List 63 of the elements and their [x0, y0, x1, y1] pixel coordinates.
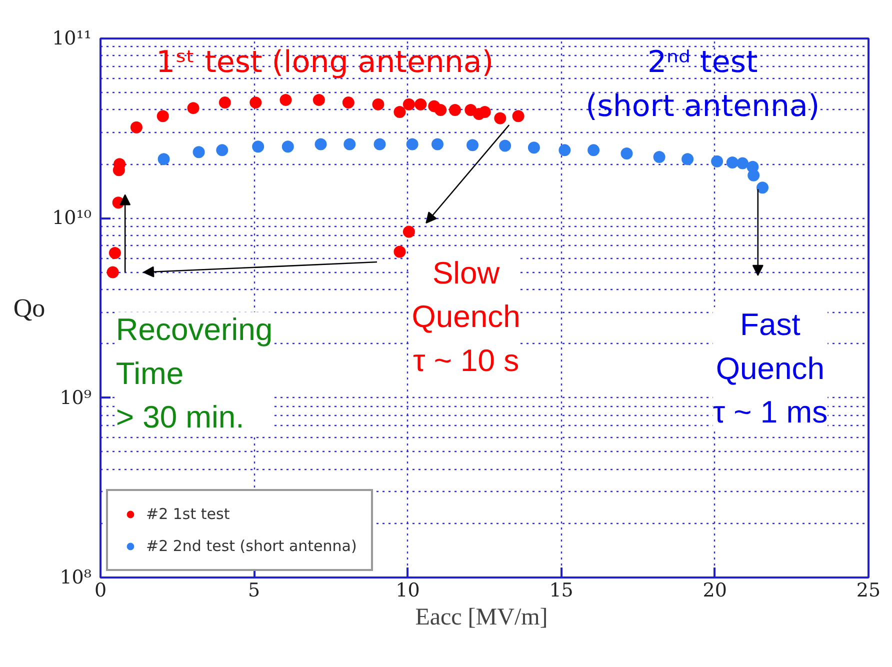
- point: [250, 96, 262, 109]
- point: [653, 151, 666, 163]
- y-tick-label: 10⁹: [60, 386, 92, 409]
- annotation: Recovering Time > 30 min.: [116, 312, 273, 435]
- point: [106, 266, 119, 278]
- point: [344, 138, 356, 150]
- point: [756, 182, 769, 194]
- annotation: 1ˢᵗ test (long antenna): [156, 45, 494, 80]
- y-tick-label: 10¹¹: [52, 28, 92, 50]
- point: [402, 98, 415, 110]
- point: [682, 153, 694, 166]
- annotation: Slow Quench τ ~ 10 s: [412, 255, 520, 378]
- point: [192, 146, 205, 158]
- point: [130, 121, 142, 134]
- point: [402, 226, 415, 238]
- point: [252, 140, 264, 153]
- point: [108, 247, 121, 259]
- point: [588, 144, 600, 156]
- point: [711, 155, 724, 168]
- point: [218, 96, 231, 109]
- point: [414, 98, 427, 110]
- point: [374, 138, 386, 150]
- point: [726, 156, 738, 169]
- point: [280, 94, 292, 106]
- legend-label: #2 1st test: [146, 505, 230, 523]
- point: [432, 138, 444, 150]
- point: [558, 144, 571, 156]
- legend-label: #2 2nd test (short antenna): [146, 537, 357, 555]
- point: [620, 148, 633, 160]
- point: [342, 96, 354, 109]
- point: [494, 112, 506, 124]
- y-tick-label: 10⁸: [60, 566, 92, 588]
- point: [434, 104, 447, 116]
- y-axis-title: Qo: [13, 294, 46, 322]
- point: [187, 102, 200, 114]
- x-tick-label: 15: [549, 580, 574, 602]
- point: [478, 106, 491, 118]
- point: [282, 140, 294, 153]
- point: [312, 94, 325, 106]
- point: [406, 138, 418, 150]
- point: [748, 169, 760, 182]
- point: [499, 140, 512, 152]
- annotation: Fast Quench τ ~ 1 ms: [712, 307, 828, 430]
- y-tick-label: 10¹⁰: [52, 207, 92, 230]
- point: [394, 106, 406, 118]
- point: [736, 157, 749, 170]
- x-tick-label: 10: [396, 580, 420, 602]
- point: [466, 139, 479, 152]
- x-tick-label: 0: [94, 580, 107, 602]
- point: [394, 246, 406, 258]
- point: [156, 110, 169, 122]
- point: [158, 153, 170, 166]
- x-tick-label: 5: [248, 580, 260, 602]
- point: [216, 144, 228, 156]
- x-tick-label: 25: [856, 580, 881, 602]
- point: [449, 104, 462, 116]
- x-tick-label: 20: [702, 580, 727, 602]
- point: [314, 138, 327, 150]
- point: [512, 110, 524, 122]
- x-axis-title: Eacc [MV/m]: [415, 604, 548, 630]
- point: [528, 142, 540, 154]
- point: [372, 98, 384, 110]
- annotation: 2ⁿᵈ test (short antenna): [586, 45, 820, 124]
